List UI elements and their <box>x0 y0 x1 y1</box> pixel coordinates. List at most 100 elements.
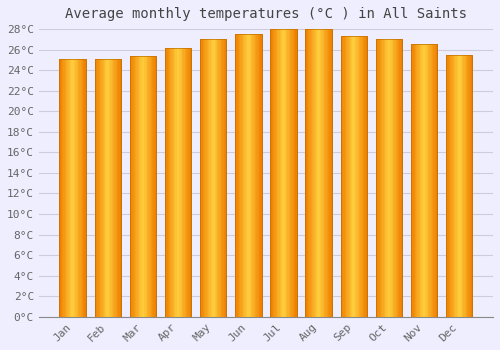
Bar <box>150 56 151 317</box>
Bar <box>446 55 472 317</box>
Bar <box>397 39 398 317</box>
Bar <box>66 59 68 317</box>
Bar <box>188 48 190 317</box>
Bar <box>430 44 432 317</box>
Bar <box>390 39 392 317</box>
Bar <box>446 55 448 317</box>
Bar <box>468 55 470 317</box>
Bar <box>178 48 180 317</box>
Bar <box>347 36 348 317</box>
Bar <box>292 29 294 317</box>
Bar <box>136 56 138 317</box>
Bar <box>60 59 61 317</box>
Bar <box>242 34 243 317</box>
Bar <box>411 44 438 317</box>
Bar <box>139 56 140 317</box>
Bar <box>359 36 360 317</box>
Bar <box>464 55 466 317</box>
Bar <box>419 44 420 317</box>
Bar <box>208 39 210 317</box>
Bar <box>270 29 272 317</box>
Bar <box>306 29 307 317</box>
Bar <box>376 39 377 317</box>
Bar <box>222 39 224 317</box>
Bar <box>277 29 278 317</box>
Bar <box>394 39 396 317</box>
Bar <box>84 59 86 317</box>
Bar <box>214 39 216 317</box>
Bar <box>200 39 202 317</box>
Bar <box>282 29 284 317</box>
Bar <box>364 36 366 317</box>
Bar <box>432 44 434 317</box>
Bar <box>114 59 116 317</box>
Bar <box>235 34 262 317</box>
Bar <box>216 39 217 317</box>
Bar <box>168 48 169 317</box>
Bar <box>436 44 438 317</box>
Bar <box>117 59 118 317</box>
Bar <box>270 29 296 317</box>
Bar <box>224 39 225 317</box>
Bar <box>174 48 176 317</box>
Bar <box>142 56 143 317</box>
Bar <box>329 29 330 317</box>
Bar <box>200 39 226 317</box>
Bar <box>96 59 97 317</box>
Bar <box>384 39 385 317</box>
Bar <box>382 39 384 317</box>
Bar <box>140 56 141 317</box>
Bar <box>101 59 102 317</box>
Bar <box>206 39 208 317</box>
Bar <box>340 36 342 317</box>
Bar <box>102 59 104 317</box>
Bar <box>362 36 363 317</box>
Bar <box>270 29 296 317</box>
Bar <box>146 56 147 317</box>
Bar <box>401 39 402 317</box>
Bar <box>76 59 78 317</box>
Bar <box>180 48 182 317</box>
Bar <box>358 36 359 317</box>
Bar <box>83 59 84 317</box>
Bar <box>284 29 285 317</box>
Bar <box>350 36 351 317</box>
Bar <box>113 59 114 317</box>
Bar <box>256 34 258 317</box>
Title: Average monthly temperatures (°C ) in All Saints: Average monthly temperatures (°C ) in Al… <box>65 7 467 21</box>
Bar <box>352 36 354 317</box>
Bar <box>366 36 367 317</box>
Bar <box>420 44 422 317</box>
Bar <box>460 55 462 317</box>
Bar <box>288 29 289 317</box>
Bar <box>152 56 154 317</box>
Bar <box>254 34 255 317</box>
Bar <box>294 29 296 317</box>
Bar <box>243 34 244 317</box>
Bar <box>398 39 400 317</box>
Bar <box>414 44 415 317</box>
Bar <box>61 59 62 317</box>
Bar <box>202 39 204 317</box>
Bar <box>290 29 292 317</box>
Bar <box>471 55 472 317</box>
Bar <box>330 29 332 317</box>
Bar <box>434 44 436 317</box>
Bar <box>273 29 274 317</box>
Bar <box>276 29 277 317</box>
Bar <box>225 39 226 317</box>
Bar <box>255 34 256 317</box>
Bar <box>456 55 458 317</box>
Bar <box>130 56 156 317</box>
Bar <box>79 59 80 317</box>
Bar <box>148 56 150 317</box>
Bar <box>143 56 144 317</box>
Bar <box>235 34 262 317</box>
Bar <box>322 29 324 317</box>
Bar <box>342 36 343 317</box>
Bar <box>116 59 117 317</box>
Bar <box>246 34 247 317</box>
Bar <box>274 29 276 317</box>
Bar <box>147 56 148 317</box>
Bar <box>130 56 156 317</box>
